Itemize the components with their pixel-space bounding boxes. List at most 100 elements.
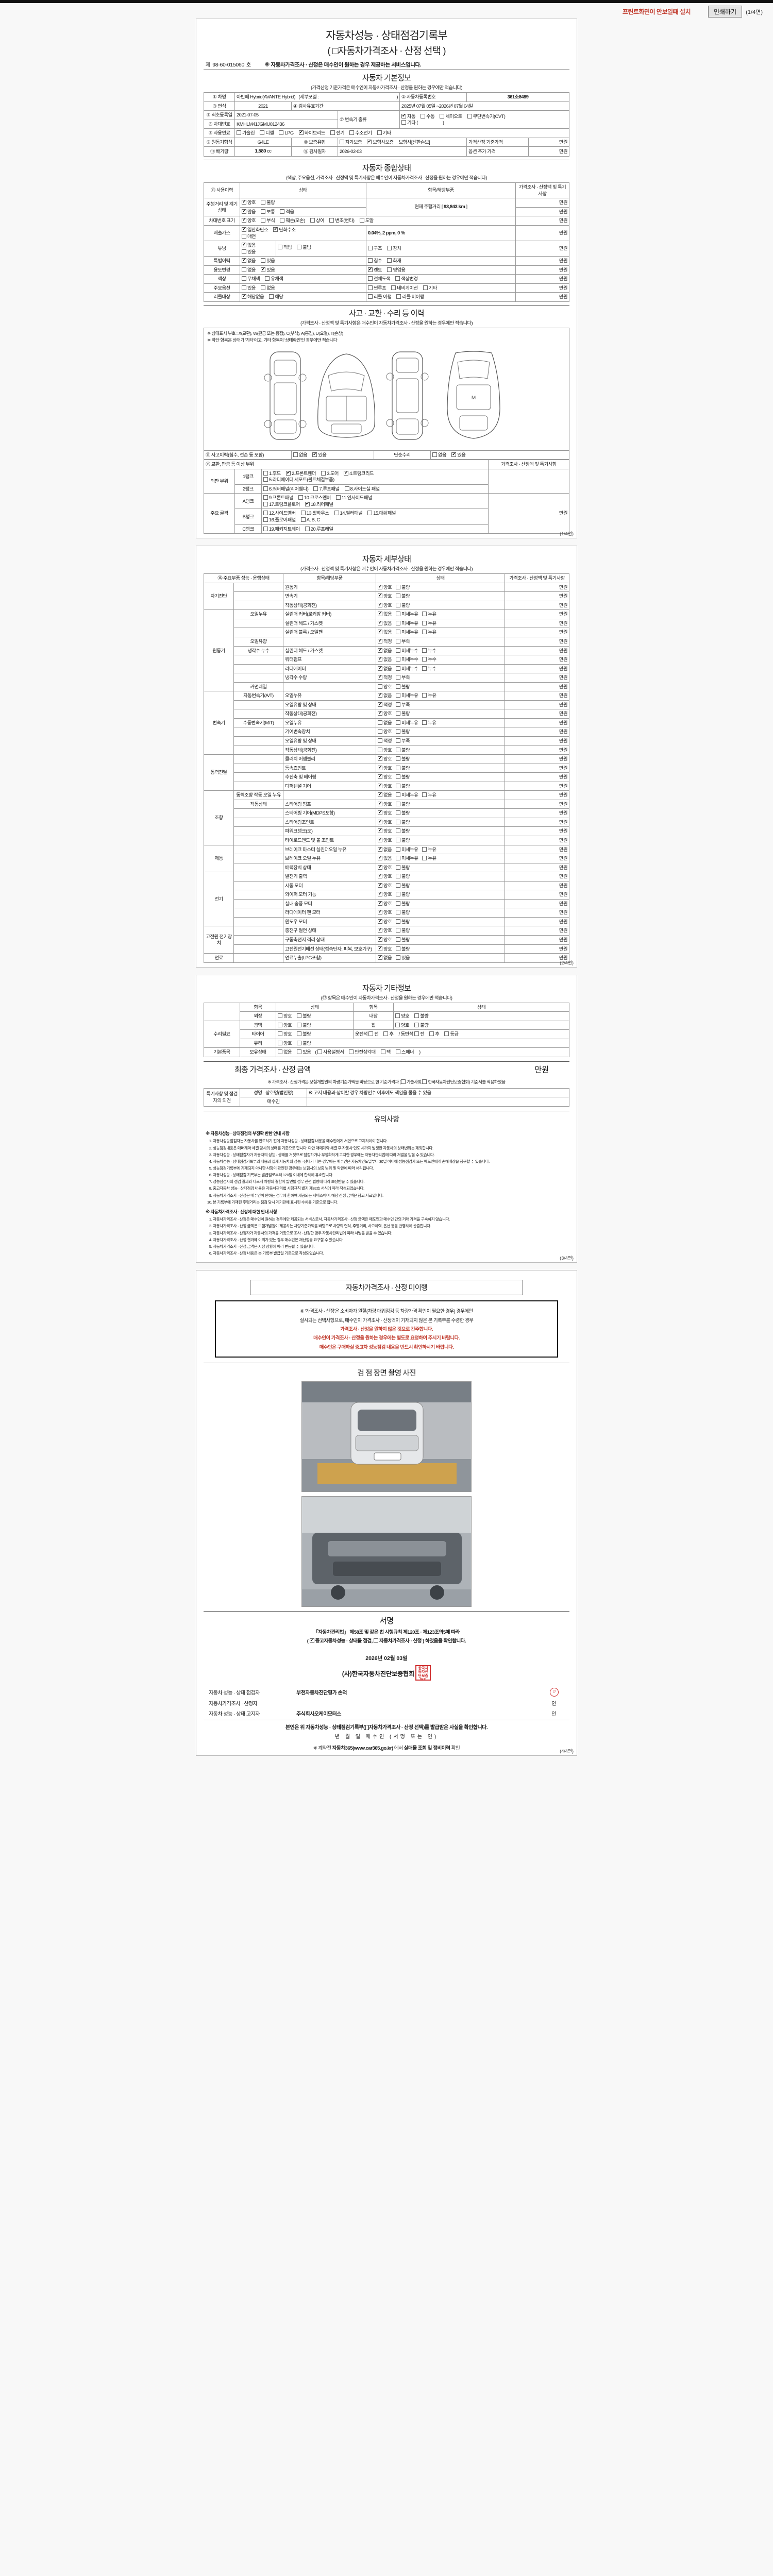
opt-bad[interactable]: 불량	[297, 1022, 311, 1029]
opt-없음[interactable]: 없음	[378, 647, 392, 654]
opt-불량[interactable]: 불량	[396, 801, 410, 808]
checkbox-icon[interactable]	[330, 130, 335, 135]
checkbox-icon[interactable]	[396, 837, 401, 842]
checkbox-icon[interactable]	[396, 874, 401, 879]
opt-부족[interactable]: 부족	[396, 638, 410, 645]
opt-불량[interactable]: 불량	[396, 883, 410, 889]
item-jack[interactable]: 잭	[380, 1049, 391, 1056]
trans-opt-3[interactable]: 무단변속기(CVT)	[467, 113, 506, 120]
opt-불량[interactable]: 불량	[396, 584, 410, 591]
opt-none[interactable]: 없음	[261, 285, 275, 292]
checkbox-icon[interactable]	[378, 936, 383, 942]
opt-없음[interactable]: 없음	[378, 665, 392, 672]
checkbox-icon[interactable]	[396, 828, 401, 834]
opt-yes[interactable]: 있음	[297, 1049, 311, 1056]
checkbox-icon[interactable]	[378, 827, 383, 834]
checkbox-icon[interactable]	[378, 755, 383, 761]
checkbox-icon[interactable]	[378, 620, 383, 625]
opt-none[interactable]: 없음	[432, 452, 447, 459]
item-spanner[interactable]: 스패너	[395, 1049, 414, 1056]
checkbox-icon[interactable]	[269, 294, 274, 299]
opt-양호[interactable]: 양호	[378, 773, 392, 781]
checkbox-icon[interactable]	[378, 611, 383, 617]
checkbox-icon[interactable]	[278, 245, 282, 250]
car365-link[interactable]: 자동차365(www.car365.go.kr)	[332, 1745, 394, 1751]
checkbox-icon[interactable]	[317, 1049, 322, 1055]
checkbox-icon[interactable]	[387, 258, 392, 263]
checkbox-icon[interactable]	[310, 218, 315, 223]
checkbox-icon[interactable]	[378, 909, 383, 915]
opt-none[interactable]: 없음	[278, 1049, 292, 1056]
item-triangle[interactable]: 안전삼각대	[349, 1049, 376, 1056]
opt-불량[interactable]: 불량	[396, 909, 410, 916]
checkbox-icon[interactable]	[467, 113, 472, 118]
opt-good[interactable]: 양호	[395, 1022, 410, 1029]
checkbox-icon[interactable]	[378, 747, 383, 752]
opt-누유[interactable]: 누유	[422, 846, 436, 853]
checkbox-icon[interactable]	[422, 846, 427, 852]
opt-미세누수[interactable]: 미세누수	[396, 666, 418, 672]
checkbox-icon[interactable]	[261, 258, 266, 263]
checkbox-icon[interactable]	[396, 702, 401, 707]
fuel-opt-0[interactable]: 가솔린	[237, 130, 255, 137]
frame-inside-panel[interactable]: 11.인사이드패널	[335, 495, 372, 501]
opt-yes[interactable]: 있음	[451, 451, 466, 459]
checkbox-icon[interactable]	[329, 218, 334, 223]
checkbox-icon[interactable]	[422, 792, 427, 798]
checkbox-icon[interactable]	[378, 729, 383, 734]
checkbox-icon[interactable]	[242, 293, 246, 299]
checkbox-icon[interactable]	[395, 1022, 400, 1027]
frame-side-member[interactable]: 12.사이드멤버	[263, 510, 296, 517]
checkbox-icon[interactable]	[422, 657, 427, 662]
checkbox-icon[interactable]	[396, 801, 401, 806]
opt-diff[interactable]: 상이	[310, 217, 325, 224]
checkbox-icon[interactable]	[414, 1022, 419, 1027]
opt-not-applicable[interactable]: 해당없음	[242, 293, 264, 300]
opt-불량[interactable]: 불량	[396, 937, 410, 943]
checkbox-icon[interactable]	[422, 856, 427, 861]
opt-rear[interactable]: 후	[383, 1031, 394, 1038]
checkbox-icon[interactable]	[378, 629, 383, 635]
checkbox-icon[interactable]	[378, 809, 383, 816]
checkbox-icon[interactable]	[312, 451, 317, 457]
opt-chromatic[interactable]: 유채색	[265, 276, 283, 282]
checkbox-icon[interactable]	[261, 209, 266, 214]
opt-불량[interactable]: 불량	[396, 684, 410, 690]
trans-opt-1[interactable]: 수동	[421, 113, 435, 120]
opt-normal[interactable]: 보통	[261, 209, 275, 215]
checkbox-icon[interactable]	[368, 294, 373, 299]
opt-불량[interactable]: 불량	[396, 783, 410, 790]
opt-good[interactable]: 양호	[278, 1022, 292, 1029]
checkbox-icon[interactable]	[359, 218, 364, 223]
frame-pillar-panel[interactable]: 14.필러패널	[334, 510, 363, 517]
opt-yes[interactable]: 있음	[242, 285, 256, 292]
opt-양호[interactable]: 양호	[378, 584, 392, 591]
fuel-opt-2[interactable]: LPG	[279, 130, 294, 137]
checkbox-icon[interactable]	[297, 1040, 302, 1045]
opt-recall-not-done[interactable]: 리콜 미이행	[396, 294, 424, 300]
opt-미세누유[interactable]: 미세누유	[396, 629, 418, 636]
checkbox-icon[interactable]	[422, 666, 427, 671]
opt-양호[interactable]: 양호	[378, 864, 392, 871]
opt-적정[interactable]: 적정	[378, 674, 392, 681]
opt-불량[interactable]: 불량	[396, 602, 410, 609]
opt-적정[interactable]: 적정	[378, 701, 392, 708]
checkbox-icon[interactable]	[396, 294, 401, 299]
opt-illegal[interactable]: 불법	[297, 244, 311, 251]
checkbox-icon[interactable]	[242, 285, 246, 290]
checkbox-icon[interactable]	[298, 495, 304, 500]
frame-pillar-abc[interactable]: A, B, C	[300, 517, 320, 523]
opt-recall-done[interactable]: 리콜 이행	[368, 294, 392, 300]
checkbox-icon[interactable]	[368, 258, 373, 263]
checkbox-icon[interactable]	[396, 584, 401, 589]
checkbox-icon[interactable]	[378, 674, 383, 680]
checkbox-icon[interactable]	[378, 765, 383, 770]
frame-package-tray[interactable]: 19.패키지트레이	[263, 526, 300, 533]
checkbox-icon[interactable]	[378, 918, 383, 924]
fuel-opt-3[interactable]: 하이브리드	[298, 129, 325, 137]
checkbox-icon[interactable]	[378, 602, 383, 607]
checkbox-icon[interactable]	[396, 774, 401, 779]
checkbox-icon[interactable]	[401, 120, 407, 125]
checkbox-icon[interactable]	[396, 693, 401, 698]
checkbox-icon[interactable]	[263, 486, 268, 491]
